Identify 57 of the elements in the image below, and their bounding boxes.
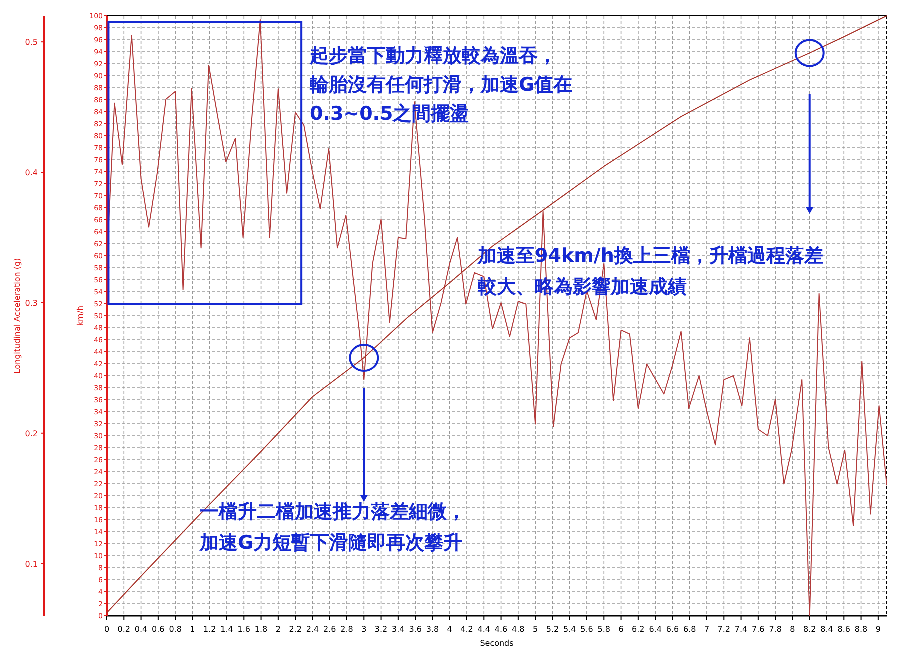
x-tick-label: 6.2 [632,625,645,634]
y-tick-label: 0.3 [25,298,38,308]
x-tick-label: 0.8 [169,625,182,634]
x-tick-label: 5.6 [580,625,594,634]
annotation: 起步當下動力釋放較為溫吞， [310,45,557,67]
x-tick-label: 2.4 [306,625,320,634]
x-tick-label: 7.8 [769,625,782,634]
y-tick-label: 0.1 [25,560,38,569]
x-tick-label: 8 [790,625,796,634]
x-tick-label: 3.4 [392,625,405,634]
x-tick-label: 6.4 [649,625,662,634]
x-tick-label: 0.6 [152,625,165,634]
y-tick-label: 0.5 [25,38,38,48]
x-tick-label: 0.2 [118,625,131,634]
x-tick-label: 1.8 [254,625,268,634]
x-tick-label: 3 [362,625,367,634]
x-tick-label: 4.6 [494,625,508,634]
x-tick-label: 5.4 [563,625,576,634]
x-tick-label: 3.8 [426,625,440,634]
x-tick-label: 6 [618,625,624,634]
x-tick-label: 2.8 [340,625,354,634]
annotation: 加速G力短暫下滑隨即再次攀升 [200,532,463,554]
x-tick-label: 5.8 [598,625,611,634]
y-axis-title: Longitudinal Acceleration (g) [13,258,22,374]
x-tick-label: 8.8 [854,625,868,634]
x-axis-title: Seconds [480,639,514,648]
x-tick-label: 7.4 [734,625,748,634]
x-tick-label: 0 [104,625,110,634]
y-tick-label: 0.2 [25,429,38,438]
x-tick-label: 1.6 [238,625,251,634]
x-tick-label: 1 [190,625,196,634]
x-tick-label: 5 [533,625,538,634]
x-tick-label: 4 [447,625,452,634]
x-tick-label: 3.2 [374,625,388,634]
x-tick-label: 1.4 [220,625,234,634]
y-tick-label: 0.4 [25,168,38,178]
x-tick-label: 7.6 [752,625,765,634]
x-tick-label: 7.2 [718,625,731,634]
x-tick-label: 8.6 [838,625,851,634]
x-tick-label: 5.2 [546,625,560,634]
x-tick-label: 6.8 [683,625,696,634]
x-tick-label: 8.2 [803,625,816,634]
x-tick-label: 3.6 [409,625,422,634]
x-tick-label: 2.6 [323,625,336,634]
x-tick-label: 4.8 [512,625,525,634]
x-tick-label: 1.2 [203,625,216,634]
x-tick-label: 8.4 [820,625,834,634]
x-tick-label: 2 [276,625,281,634]
x-tick-label: 0.4 [134,625,148,634]
x-tick-label: 6.6 [666,625,680,634]
x-tick-label: 4.2 [460,625,474,634]
annotation: 輪胎沒有任何打滑，加速G值在 [310,74,573,96]
x-tick-label: 9 [876,625,881,634]
x-tick-label: 2.2 [289,625,302,634]
x-tick-label: 4.4 [478,625,491,634]
y2-axis-title: km/h [76,306,85,326]
x-tick-label: 7 [704,625,710,634]
